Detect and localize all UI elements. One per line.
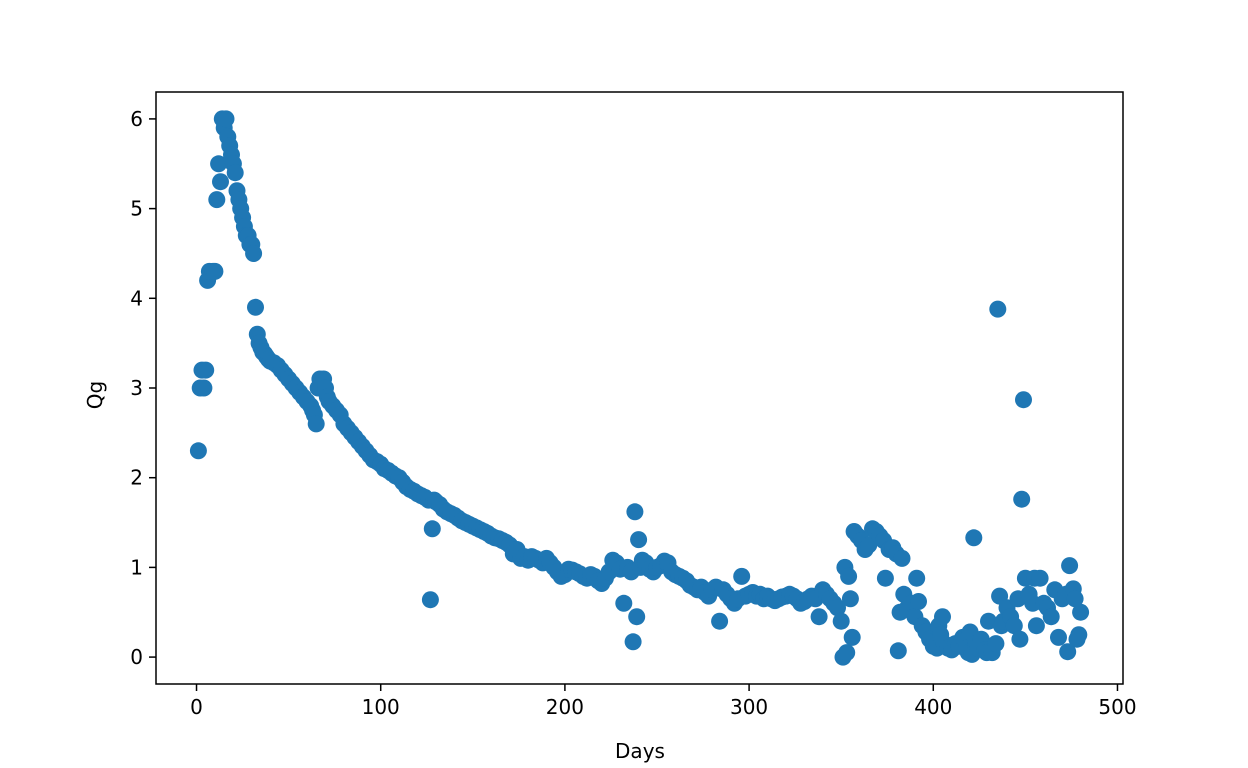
data-point [910, 593, 927, 610]
data-point [217, 110, 235, 128]
data-point [876, 569, 894, 587]
data-point [1061, 557, 1079, 575]
x-axis-label: Days [615, 739, 665, 763]
y-tick-label: 1 [130, 555, 143, 579]
data-point [889, 642, 907, 660]
data-point [987, 635, 1005, 653]
data-point [1042, 608, 1060, 626]
data-point [307, 415, 325, 433]
points-layer [189, 110, 1090, 666]
data-point [733, 567, 751, 585]
data-point [840, 567, 858, 585]
data-point [626, 503, 644, 521]
data-point [630, 531, 648, 549]
data-point [1005, 617, 1023, 635]
data-point [421, 591, 439, 609]
x-tick-label: 400 [914, 695, 952, 719]
data-point [810, 608, 828, 626]
y-tick-label: 6 [130, 107, 143, 131]
data-point [838, 644, 856, 662]
x-tick-label: 300 [730, 695, 768, 719]
data-point [624, 633, 642, 651]
data-point [1070, 626, 1088, 644]
y-tick-label: 3 [130, 376, 143, 400]
data-point [247, 298, 264, 316]
data-point [189, 442, 207, 460]
data-point [615, 594, 633, 612]
data-point [197, 361, 215, 379]
y-axis-label: Qg [83, 381, 107, 409]
data-point [832, 612, 850, 630]
data-point [210, 155, 228, 173]
y-tick-label: 4 [130, 286, 143, 310]
x-tick-label: 0 [190, 695, 203, 719]
data-point [1066, 590, 1084, 608]
data-point [1031, 569, 1049, 587]
data-point [980, 612, 997, 630]
x-tick-label: 200 [546, 695, 584, 719]
x-tick-label: 500 [1098, 695, 1136, 719]
x-tick-label: 100 [362, 695, 400, 719]
data-point [1050, 628, 1067, 646]
data-point [893, 549, 911, 567]
data-point [989, 300, 1007, 318]
data-point [628, 608, 646, 626]
data-point [1011, 630, 1029, 648]
y-tick-label: 2 [130, 466, 143, 490]
data-point [841, 590, 859, 608]
x-axis: 0 100 200 300 400 500 [190, 684, 1137, 719]
data-point [208, 191, 226, 209]
data-point [934, 608, 951, 626]
data-point [908, 569, 926, 587]
data-point [711, 612, 729, 630]
data-point [965, 529, 983, 547]
data-point [843, 628, 861, 646]
data-point [195, 379, 213, 397]
data-point [829, 599, 846, 617]
data-point [206, 262, 224, 280]
data-point [1072, 603, 1090, 621]
data-point [1059, 643, 1077, 661]
data-point [226, 164, 244, 182]
data-point [1015, 391, 1032, 409]
y-axis: 0 1 2 3 4 5 6 [130, 107, 156, 669]
y-tick-label: 0 [130, 645, 143, 669]
data-point [1027, 617, 1045, 635]
data-point [212, 173, 229, 191]
data-point [423, 520, 441, 538]
data-point [245, 245, 263, 262]
y-tick-label: 5 [130, 197, 143, 221]
data-point [1013, 490, 1031, 508]
